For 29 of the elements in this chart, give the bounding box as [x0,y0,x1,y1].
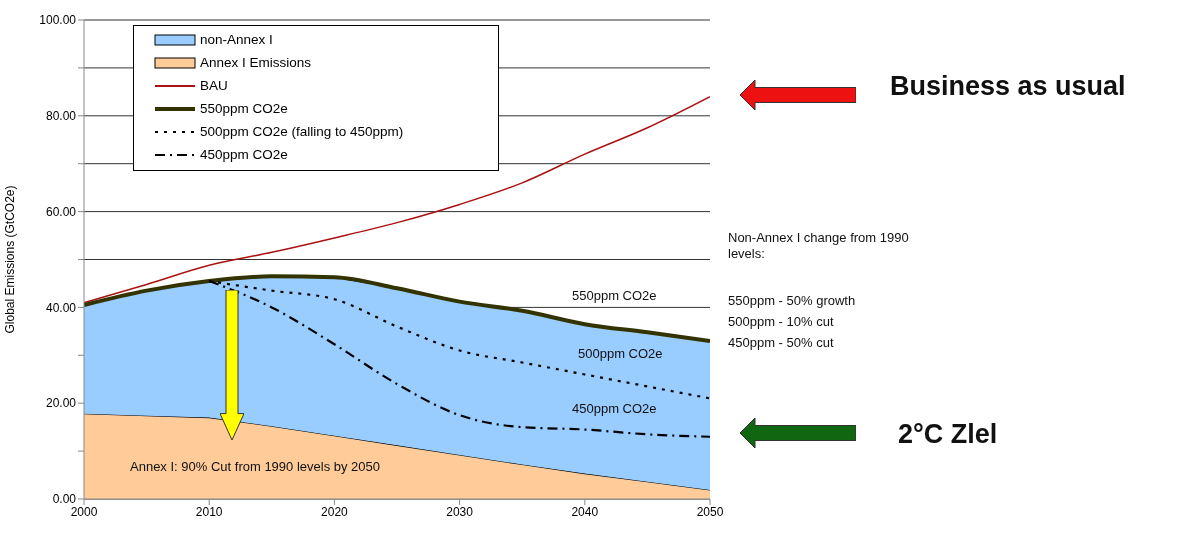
text: 550ppm - 50% growth [728,293,856,310]
x-tick-label: 2050 [696,504,724,519]
annotation: 500ppm CO2e [578,346,663,363]
text: Business as usual [890,70,1126,103]
legend-label: 500ppm CO2e (falling to 450ppm) [200,124,404,139]
legend-label: BAU [200,78,228,93]
x-tick-label: 2020 [321,504,349,519]
annotation: 550ppm CO2e [572,288,657,305]
x-tick-label: 2000 [70,504,98,519]
legend-label: 450ppm CO2e [200,147,288,162]
legend-label: non-Annex I [200,32,273,47]
text: 450ppm - 50% cut [728,335,834,352]
y-tick-label: 80.00 [45,109,77,124]
x-tick-label: 2010 [195,504,223,519]
y-tick-label: 20.00 [45,396,77,411]
annotation: Annex I: 90% Cut from 1990 levels by 2050 [130,459,381,476]
y-tick-label: 40.00 [45,300,77,315]
annotation: 450ppm CO2e [572,401,657,418]
text: 2°C Zlel [898,418,998,451]
x-tick-label: 2040 [571,504,599,519]
y-tick-label: 60.00 [45,204,77,219]
text: 500ppm - 10% cut [728,314,834,331]
y-tick-label: 100.00 [39,13,77,28]
x-tick-label: 2030 [446,504,474,519]
text: Non-Annex I change from 1990 levels: [728,230,910,263]
legend-label: 550ppm CO2e [200,101,288,116]
legend-label: Annex I Emissions [200,55,312,70]
y-tick-label: 0.00 [52,492,77,507]
y-axis-title: Global Emissions (GtCO2e) [3,185,18,334]
